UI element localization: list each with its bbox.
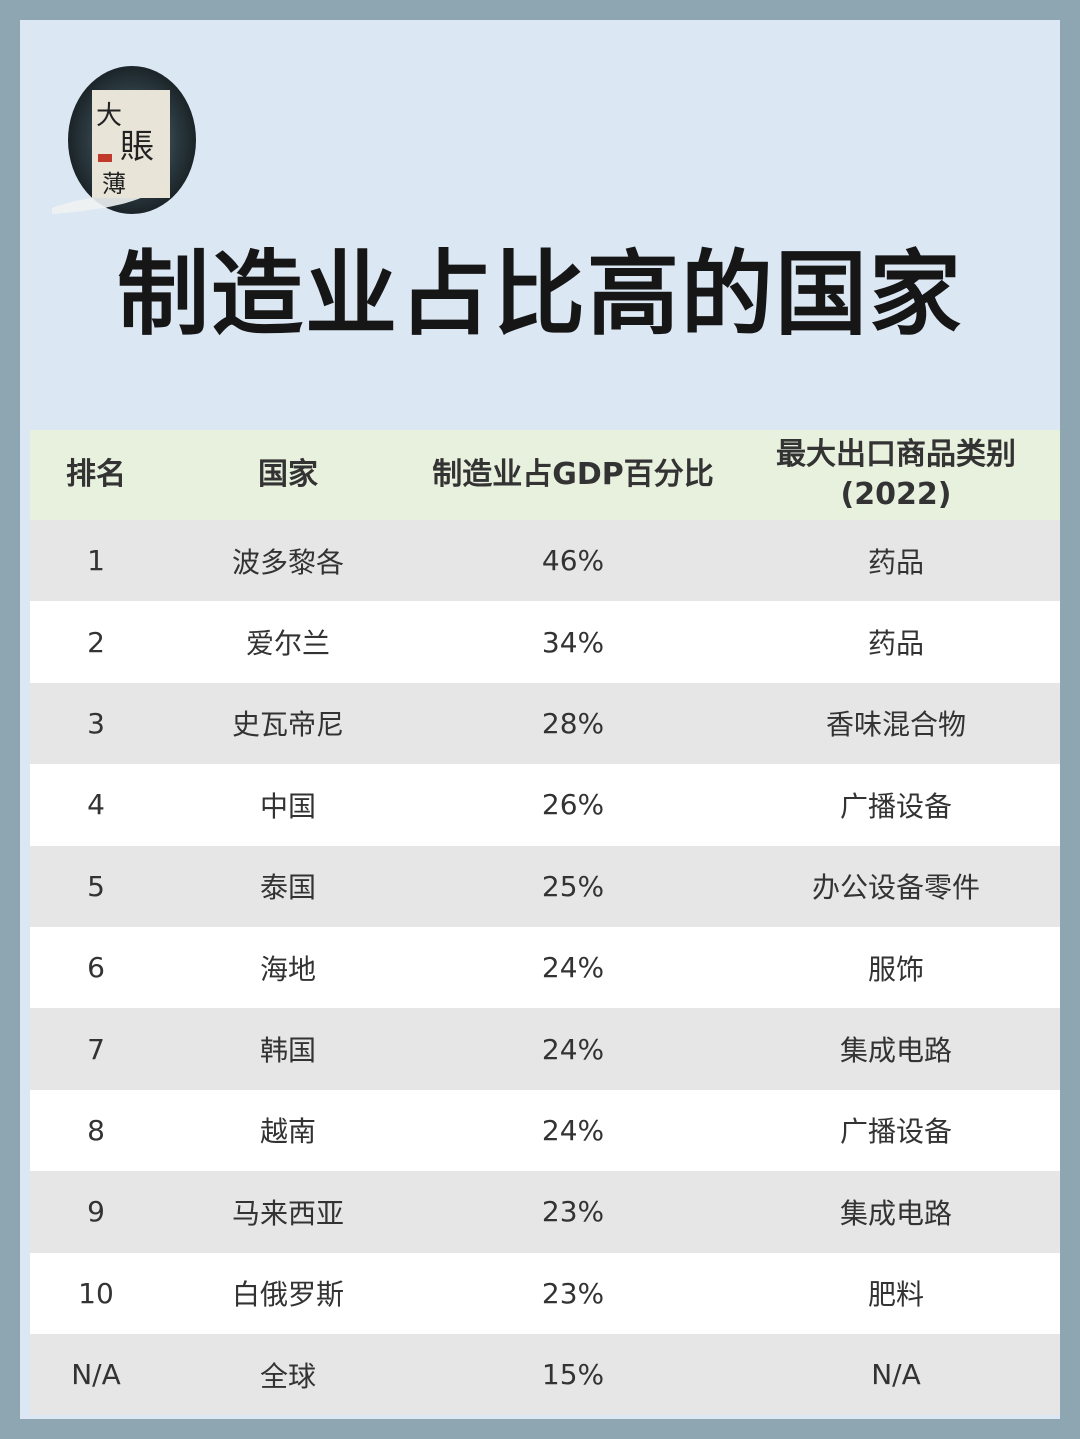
top-export-cell: 药品 bbox=[867, 627, 924, 661]
table-row: 4 中国 26% 广播设备 bbox=[30, 764, 1060, 846]
table-row: 10 白俄罗斯 23% 肥料 bbox=[30, 1252, 1060, 1334]
country-cell: 越南 bbox=[259, 1115, 316, 1149]
gdp-percent-cell: 15% bbox=[541, 1358, 605, 1392]
rank-cell: 10 bbox=[78, 1276, 114, 1310]
infographic-card: 大 賬 薄 制造业占比高的国家 排名 国家 制造业占GDP百分比 最大出口商品类别 (2… bbox=[20, 20, 1060, 1419]
table-row: 7 韩国 24% 集成电路 bbox=[30, 1008, 1060, 1090]
country-cell: 海地 bbox=[259, 952, 316, 986]
top-export-cell: 肥料 bbox=[867, 1278, 924, 1312]
table-row: 9 马来西亚 23% 集成电路 bbox=[30, 1171, 1060, 1253]
manufacturing-table: 排名 国家 制造业占GDP百分比 最大出口商品类别 (2022) 1 波多黎各 46% 药品 2… bbox=[30, 430, 1060, 1416]
gdp-percent-cell: 28% bbox=[541, 706, 605, 740]
gdp-percent-cell: 25% bbox=[541, 869, 605, 903]
rank-cell: 9 bbox=[87, 1195, 105, 1229]
country-cell: 韩国 bbox=[259, 1034, 316, 1068]
page-title: 制造业占比高的国家 bbox=[116, 241, 963, 348]
top-export-cell: 药品 bbox=[867, 545, 924, 579]
rank-cell: 4 bbox=[87, 788, 105, 822]
header-row: 排名 国家 制造业占GDP百分比 最大出口商品类别 (2022) bbox=[30, 430, 1060, 520]
table-header: 排名 国家 制造业占GDP百分比 最大出口商品类别 (2022) bbox=[30, 430, 1060, 520]
gdp-percent-cell: 23% bbox=[541, 1195, 605, 1229]
logo-char-2: 賬 bbox=[120, 127, 154, 167]
header-gdp-percent: 制造业占GDP百分比 bbox=[432, 456, 714, 492]
rank-cell: 6 bbox=[87, 951, 105, 985]
top-export-cell: 香味混合物 bbox=[825, 708, 966, 742]
gdp-percent-cell: 24% bbox=[541, 951, 605, 985]
top-export-cell: N/A bbox=[871, 1358, 921, 1392]
top-export-cell: 广播设备 bbox=[839, 1115, 952, 1149]
logo-char-1: 大 bbox=[96, 101, 122, 131]
rank-cell: 8 bbox=[87, 1113, 105, 1147]
header-top-export: 最大出口商品类别 (2022) bbox=[776, 436, 1016, 513]
table-row: 2 爱尔兰 34% 药品 bbox=[30, 601, 1060, 683]
rank-cell: 2 bbox=[87, 625, 105, 659]
country-cell: 马来西亚 bbox=[231, 1196, 344, 1230]
header-country: 国家 bbox=[258, 456, 318, 492]
rank-cell: 1 bbox=[87, 544, 105, 578]
table-row: 5 泰国 25% 办公设备零件 bbox=[30, 845, 1060, 927]
table-body: 1 波多黎各 46% 药品 2 爱尔兰 34% 药品 3 史瓦帝尼 28% 香味混合物 4 中国 26% 广播… bbox=[30, 520, 1060, 1416]
table-row: N/A 全球 15% N/A bbox=[30, 1333, 1060, 1416]
rank-cell: 7 bbox=[87, 1032, 105, 1066]
top-export-cell: 办公设备零件 bbox=[811, 871, 980, 905]
top-export-cell: 集成电路 bbox=[839, 1034, 952, 1068]
top-export-cell: 广播设备 bbox=[839, 789, 952, 823]
rank-cell: N/A bbox=[71, 1358, 121, 1392]
country-cell: 史瓦帝尼 bbox=[231, 708, 344, 742]
logo-char-3: 薄 bbox=[102, 170, 126, 198]
rank-cell: 3 bbox=[87, 706, 105, 740]
top-export-cell: 服饰 bbox=[867, 952, 924, 986]
country-cell: 波多黎各 bbox=[231, 545, 344, 579]
table-row: 6 海地 24% 服饰 bbox=[30, 926, 1060, 1009]
header-rank: 排名 bbox=[66, 456, 126, 492]
gdp-percent-cell: 24% bbox=[541, 1032, 605, 1066]
rank-cell: 5 bbox=[87, 869, 105, 903]
brush-scroll-logo-icon: 大 賬 薄 bbox=[52, 66, 196, 214]
top-export-cell: 集成电路 bbox=[839, 1196, 952, 1230]
country-cell: 全球 bbox=[259, 1359, 316, 1393]
gdp-percent-cell: 23% bbox=[541, 1276, 605, 1310]
gdp-percent-cell: 46% bbox=[541, 544, 605, 578]
gdp-percent-cell: 34% bbox=[541, 625, 605, 659]
table-row: 1 波多黎各 46% 药品 bbox=[30, 520, 1060, 602]
country-cell: 爱尔兰 bbox=[245, 627, 330, 661]
table-row: 8 越南 24% 广播设备 bbox=[30, 1089, 1060, 1172]
country-cell: 泰国 bbox=[259, 871, 316, 905]
country-cell: 白俄罗斯 bbox=[231, 1278, 344, 1312]
country-cell: 中国 bbox=[259, 789, 316, 823]
table-row: 3 史瓦帝尼 28% 香味混合物 bbox=[30, 682, 1060, 765]
gdp-percent-cell: 26% bbox=[541, 788, 605, 822]
gdp-percent-cell: 24% bbox=[541, 1113, 605, 1147]
